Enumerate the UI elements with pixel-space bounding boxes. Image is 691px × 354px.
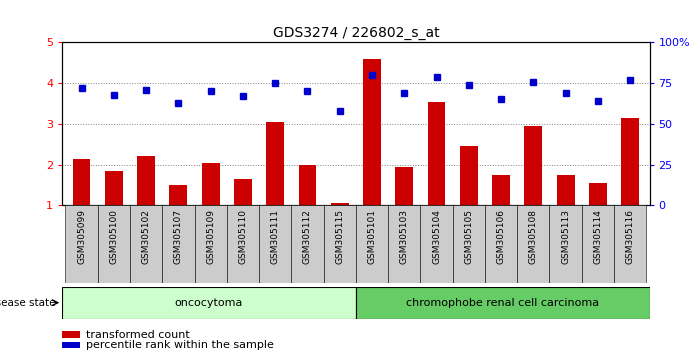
- Text: GSM305103: GSM305103: [400, 209, 409, 264]
- Bar: [299, 165, 316, 205]
- Bar: [97, 205, 130, 283]
- Bar: [62, 342, 79, 348]
- Bar: [518, 205, 549, 283]
- Text: GSM305104: GSM305104: [432, 209, 441, 264]
- Text: GSM305101: GSM305101: [368, 209, 377, 264]
- Text: GSM305100: GSM305100: [109, 209, 118, 264]
- Bar: [621, 118, 639, 205]
- Bar: [395, 167, 413, 205]
- Bar: [227, 205, 259, 283]
- Bar: [266, 122, 284, 205]
- Text: GSM305109: GSM305109: [206, 209, 215, 264]
- Bar: [428, 102, 446, 205]
- Bar: [62, 287, 356, 319]
- Bar: [453, 205, 485, 283]
- Bar: [62, 331, 79, 338]
- Bar: [162, 205, 194, 283]
- Bar: [130, 205, 162, 283]
- Text: GSM305102: GSM305102: [142, 209, 151, 264]
- Text: GSM305106: GSM305106: [497, 209, 506, 264]
- Text: GSM305114: GSM305114: [594, 209, 603, 264]
- Text: transformed count: transformed count: [86, 330, 189, 339]
- Bar: [356, 287, 650, 319]
- Bar: [485, 205, 518, 283]
- Bar: [202, 162, 220, 205]
- Bar: [105, 171, 123, 205]
- Bar: [138, 156, 155, 205]
- Bar: [492, 175, 510, 205]
- Bar: [331, 203, 348, 205]
- Bar: [549, 205, 582, 283]
- Text: chromophobe renal cell carcinoma: chromophobe renal cell carcinoma: [406, 298, 599, 308]
- Bar: [73, 159, 91, 205]
- Text: GSM305115: GSM305115: [335, 209, 344, 264]
- Bar: [420, 205, 453, 283]
- Bar: [460, 146, 477, 205]
- Bar: [323, 205, 356, 283]
- Text: GSM305110: GSM305110: [238, 209, 247, 264]
- Text: GSM305108: GSM305108: [529, 209, 538, 264]
- Bar: [234, 179, 252, 205]
- Text: GSM305116: GSM305116: [625, 209, 634, 264]
- Bar: [363, 59, 381, 205]
- Bar: [169, 185, 187, 205]
- Bar: [388, 205, 420, 283]
- Text: percentile rank within the sample: percentile rank within the sample: [86, 340, 274, 350]
- Bar: [614, 205, 646, 283]
- Bar: [557, 175, 574, 205]
- Text: disease state: disease state: [0, 298, 55, 308]
- Text: GSM305107: GSM305107: [174, 209, 183, 264]
- Bar: [194, 205, 227, 283]
- Bar: [259, 205, 292, 283]
- Bar: [582, 205, 614, 283]
- Text: GSM305113: GSM305113: [561, 209, 570, 264]
- Title: GDS3274 / 226802_s_at: GDS3274 / 226802_s_at: [272, 26, 439, 40]
- Text: GSM305111: GSM305111: [271, 209, 280, 264]
- Bar: [292, 205, 323, 283]
- Bar: [356, 205, 388, 283]
- Text: GSM305105: GSM305105: [464, 209, 473, 264]
- Bar: [589, 183, 607, 205]
- Text: oncocytoma: oncocytoma: [175, 298, 243, 308]
- Bar: [524, 126, 542, 205]
- Bar: [66, 205, 97, 283]
- Text: GSM305099: GSM305099: [77, 209, 86, 264]
- Text: GSM305112: GSM305112: [303, 209, 312, 264]
